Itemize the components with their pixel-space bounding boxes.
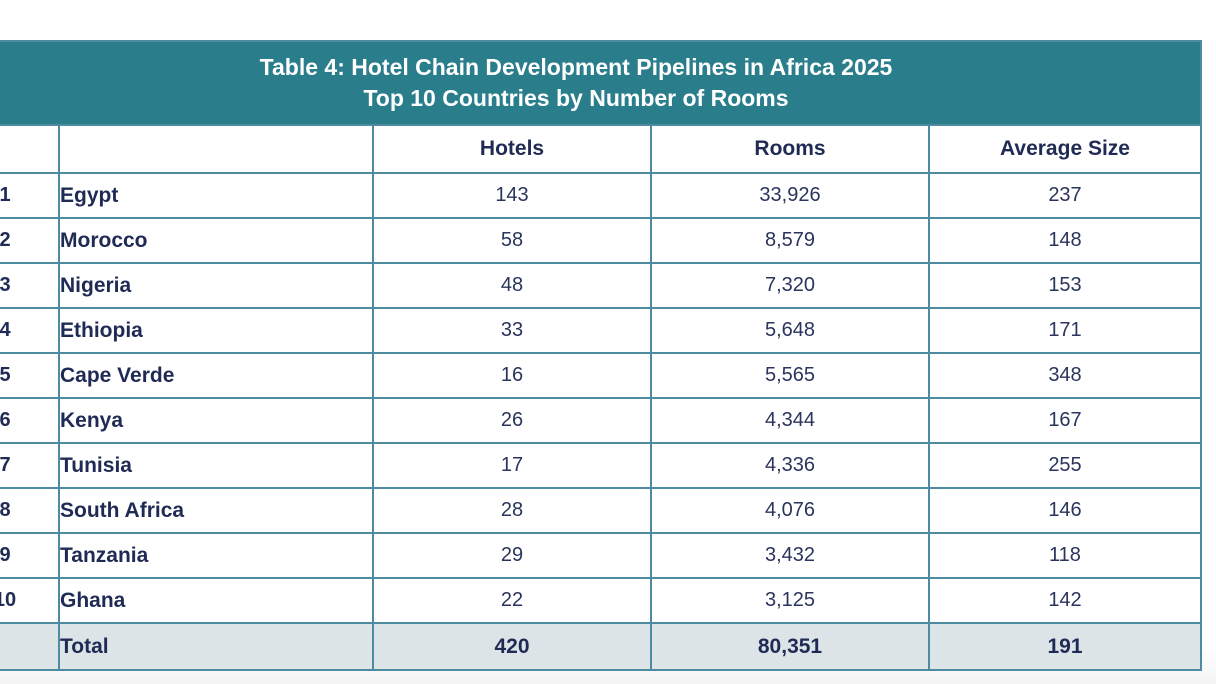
- rooms-cell: 4,344: [650, 397, 930, 444]
- hotels-cell: 16: [372, 352, 652, 399]
- total-avg-size: 191: [928, 622, 1202, 671]
- table-row: 2 Morocco 58 8,579 148: [0, 217, 1202, 264]
- hotels-cell: 17: [372, 442, 652, 489]
- rooms-cell: 4,336: [650, 442, 930, 489]
- country-cell: Egypt: [58, 172, 374, 219]
- rank-cell: 6: [0, 397, 60, 444]
- hotels-cell: 22: [372, 577, 652, 624]
- table-title-line1: Table 4: Hotel Chain Development Pipelin…: [259, 54, 893, 80]
- rank-cell: 1: [0, 172, 60, 219]
- table-row: 6 Kenya 26 4,344 167: [0, 397, 1202, 444]
- rank-cell: 7: [0, 442, 60, 489]
- hotels-cell: 33: [372, 307, 652, 354]
- table-title-line2: Top 10 Countries by Number of Rooms: [363, 85, 789, 111]
- header-average-size: Average Size: [928, 124, 1202, 174]
- column-header-row: Hotels Rooms Average Size: [0, 124, 1202, 174]
- country-cell: Ethiopia: [58, 307, 374, 354]
- header-country-empty: [58, 124, 374, 174]
- total-row: Total 420 80,351 191: [0, 622, 1202, 671]
- table-row: 4 Ethiopia 33 5,648 171: [0, 307, 1202, 354]
- header-rank-empty: [0, 124, 60, 174]
- avg-size-cell: 167: [928, 397, 1202, 444]
- table-row: 3 Nigeria 48 7,320 153: [0, 262, 1202, 309]
- country-cell: Nigeria: [58, 262, 374, 309]
- header-rooms: Rooms: [650, 124, 930, 174]
- table-row: 9 Tanzania 29 3,432 118: [0, 532, 1202, 579]
- hotels-cell: 28: [372, 487, 652, 534]
- country-cell: Morocco: [58, 217, 374, 264]
- avg-size-cell: 142: [928, 577, 1202, 624]
- country-cell: Tanzania: [58, 532, 374, 579]
- table-row: 8 South Africa 28 4,076 146: [0, 487, 1202, 534]
- hotels-cell: 26: [372, 397, 652, 444]
- country-cell: Kenya: [58, 397, 374, 444]
- rooms-cell: 5,565: [650, 352, 930, 399]
- rank-cell: 2: [0, 217, 60, 264]
- rooms-cell: 4,076: [650, 487, 930, 534]
- table-title-band: Table 4: Hotel Chain Development Pipelin…: [0, 40, 1202, 126]
- rank-cell: 3: [0, 262, 60, 309]
- total-label: Total: [58, 622, 374, 671]
- country-cell: Cape Verde: [58, 352, 374, 399]
- hotels-cell: 29: [372, 532, 652, 579]
- header-hotels: Hotels: [372, 124, 652, 174]
- avg-size-cell: 348: [928, 352, 1202, 399]
- country-cell: South Africa: [58, 487, 374, 534]
- rooms-cell: 3,432: [650, 532, 930, 579]
- country-cell: Ghana: [58, 577, 374, 624]
- rooms-cell: 33,926: [650, 172, 930, 219]
- rooms-cell: 8,579: [650, 217, 930, 264]
- table-row: 10 Ghana 22 3,125 142: [0, 577, 1202, 624]
- hotels-cell: 143: [372, 172, 652, 219]
- table-row: 5 Cape Verde 16 5,565 348: [0, 352, 1202, 399]
- avg-size-cell: 153: [928, 262, 1202, 309]
- avg-size-cell: 255: [928, 442, 1202, 489]
- rank-cell: 8: [0, 487, 60, 534]
- rank-cell: 9: [0, 532, 60, 579]
- total-rank-empty: [0, 622, 60, 671]
- avg-size-cell: 237: [928, 172, 1202, 219]
- table-row: 7 Tunisia 17 4,336 255: [0, 442, 1202, 489]
- avg-size-cell: 118: [928, 532, 1202, 579]
- title-band-row: Table 4: Hotel Chain Development Pipelin…: [0, 40, 1202, 126]
- avg-size-cell: 146: [928, 487, 1202, 534]
- hotels-cell: 48: [372, 262, 652, 309]
- rank-cell: 4: [0, 307, 60, 354]
- hotel-pipeline-table: Table 4: Hotel Chain Development Pipelin…: [0, 40, 1202, 671]
- hotels-cell: 58: [372, 217, 652, 264]
- rooms-cell: 7,320: [650, 262, 930, 309]
- rank-cell: 10: [0, 577, 60, 624]
- avg-size-cell: 148: [928, 217, 1202, 264]
- total-hotels: 420: [372, 622, 652, 671]
- table-row: 1 Egypt 143 33,926 237: [0, 172, 1202, 219]
- rooms-cell: 5,648: [650, 307, 930, 354]
- total-rooms: 80,351: [650, 622, 930, 671]
- avg-size-cell: 171: [928, 307, 1202, 354]
- country-cell: Tunisia: [58, 442, 374, 489]
- rooms-cell: 3,125: [650, 577, 930, 624]
- rank-cell: 5: [0, 352, 60, 399]
